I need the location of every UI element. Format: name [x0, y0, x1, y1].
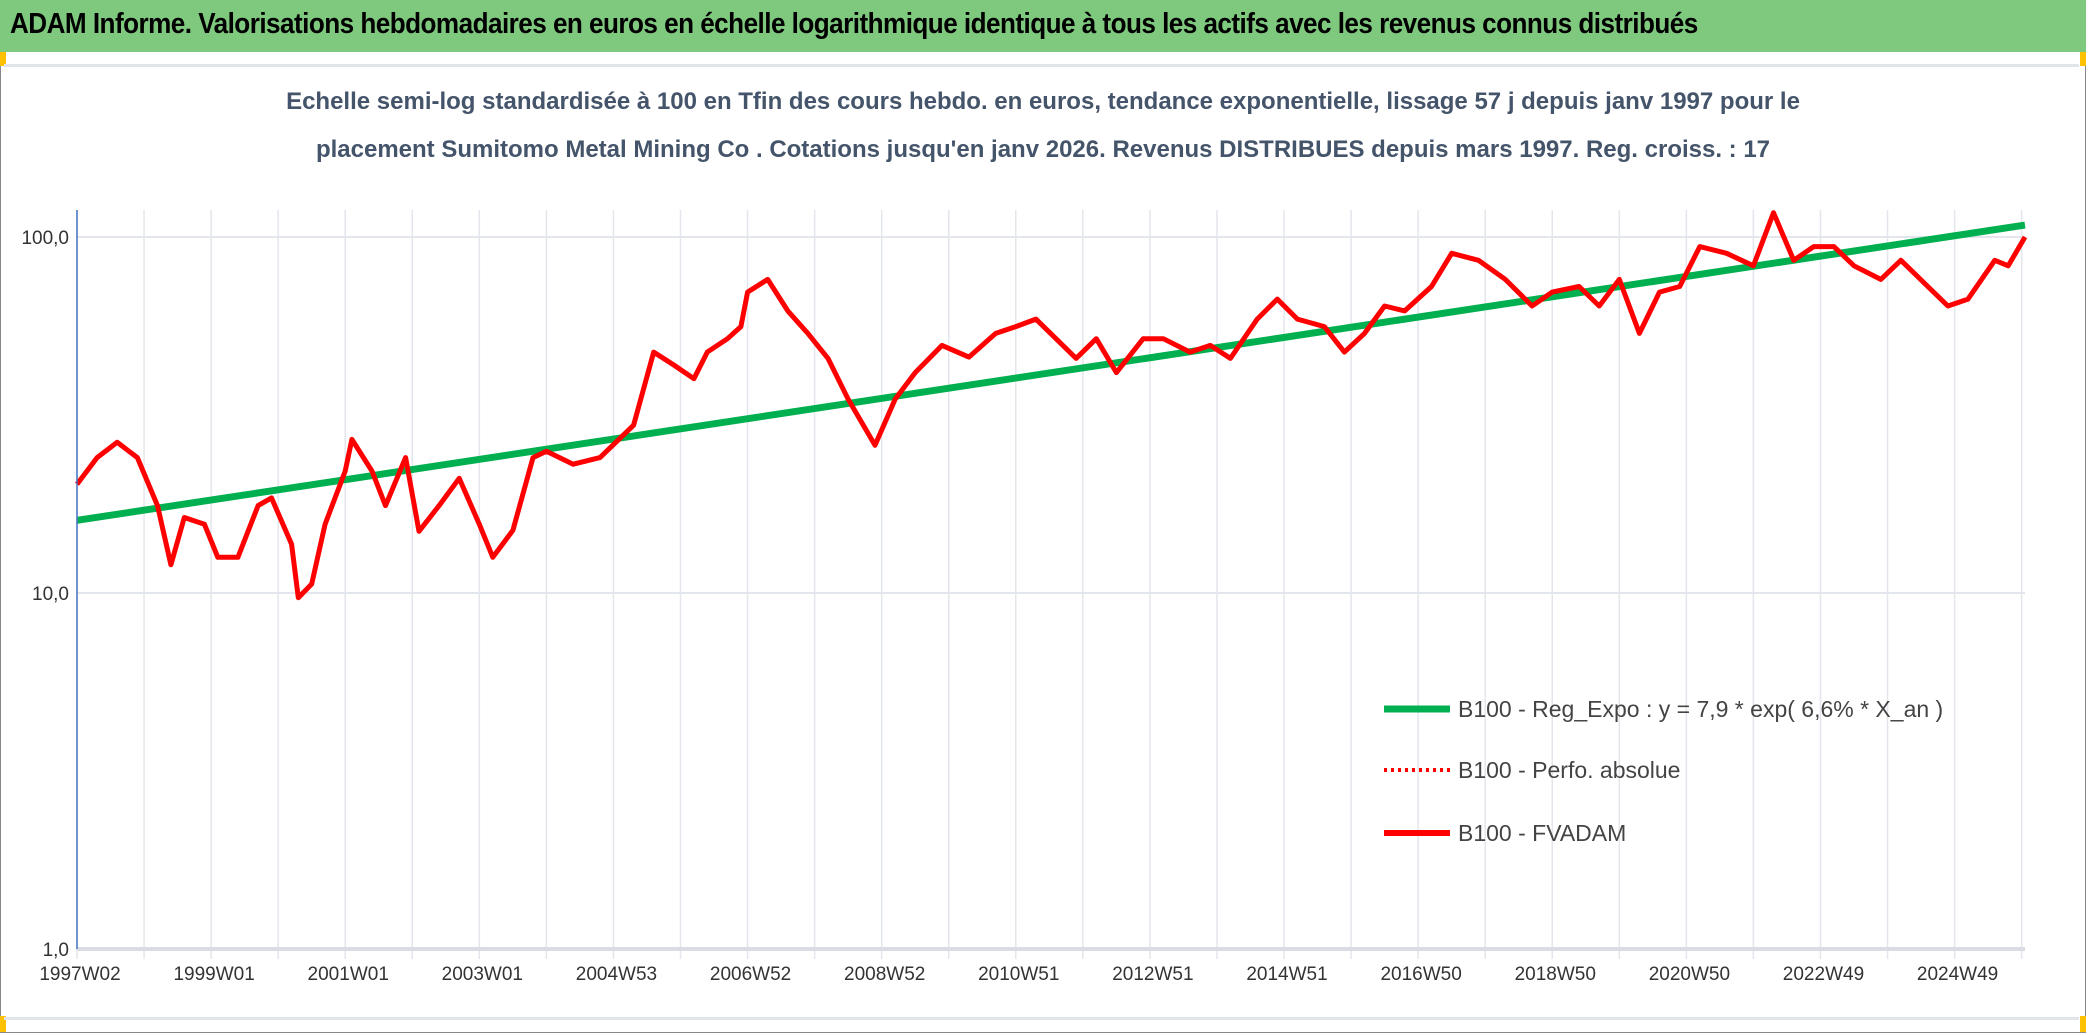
x-tick-label: 2018W50: [1515, 964, 1596, 985]
resize-handle-bottom-right[interactable]: [2080, 1016, 2086, 1032]
x-tick-label: 2008W52: [844, 964, 925, 985]
trend-line: [76, 221, 2026, 524]
x-tick-label: 2004W53: [576, 964, 657, 985]
y-tick-label: 1,0: [43, 940, 69, 961]
chart-title-line-1: Echelle semi-log standardisée à 100 en T…: [286, 88, 1800, 115]
x-tick-label: 2012W51: [1112, 964, 1193, 985]
legend-label-perfo: B100 - Perfo. absolue: [1458, 757, 1680, 783]
legend: B100 - Reg_Expo : y = 7,9 * exp( 6,6% * …: [1384, 696, 1943, 846]
legend-label-trend: B100 - Reg_Expo : y = 7,9 * exp( 6,6% * …: [1458, 696, 1943, 722]
x-tick-label: 1997W02: [39, 964, 120, 985]
resize-handle-left[interactable]: [0, 52, 6, 66]
resize-handle-right[interactable]: [2080, 52, 2086, 66]
x-tick-label: 2003W01: [442, 964, 523, 985]
y-tick-label: 10,0: [32, 584, 69, 605]
x-tick-label: 2022W49: [1783, 964, 1864, 985]
chart-area: [4, 64, 2079, 1020]
x-tick-label: 1999W01: [173, 964, 254, 985]
resize-handle-bottom-left[interactable]: [0, 1016, 6, 1032]
x-tick-label: 2010W51: [978, 964, 1059, 985]
x-tick-label: 2024W49: [1917, 964, 1998, 985]
report-title: ADAM Informe. Valorisations hebdomadaire…: [10, 8, 1698, 40]
y-tick-label: 100,0: [21, 228, 69, 249]
report-header: ADAM Informe. Valorisations hebdomadaire…: [0, 0, 2086, 52]
x-tick-label: 2001W01: [308, 964, 389, 985]
x-tick-label: 2016W50: [1380, 964, 1461, 985]
x-tick-label: 2014W51: [1246, 964, 1327, 985]
chart-title-line-2: placement Sumitomo Metal Mining Co . Cot…: [315, 136, 1771, 163]
legend-label-fvadam: B100 - FVADAM: [1458, 820, 1626, 846]
x-tick-label: 2006W52: [710, 964, 791, 985]
x-tick-label: 2020W50: [1649, 964, 1730, 985]
